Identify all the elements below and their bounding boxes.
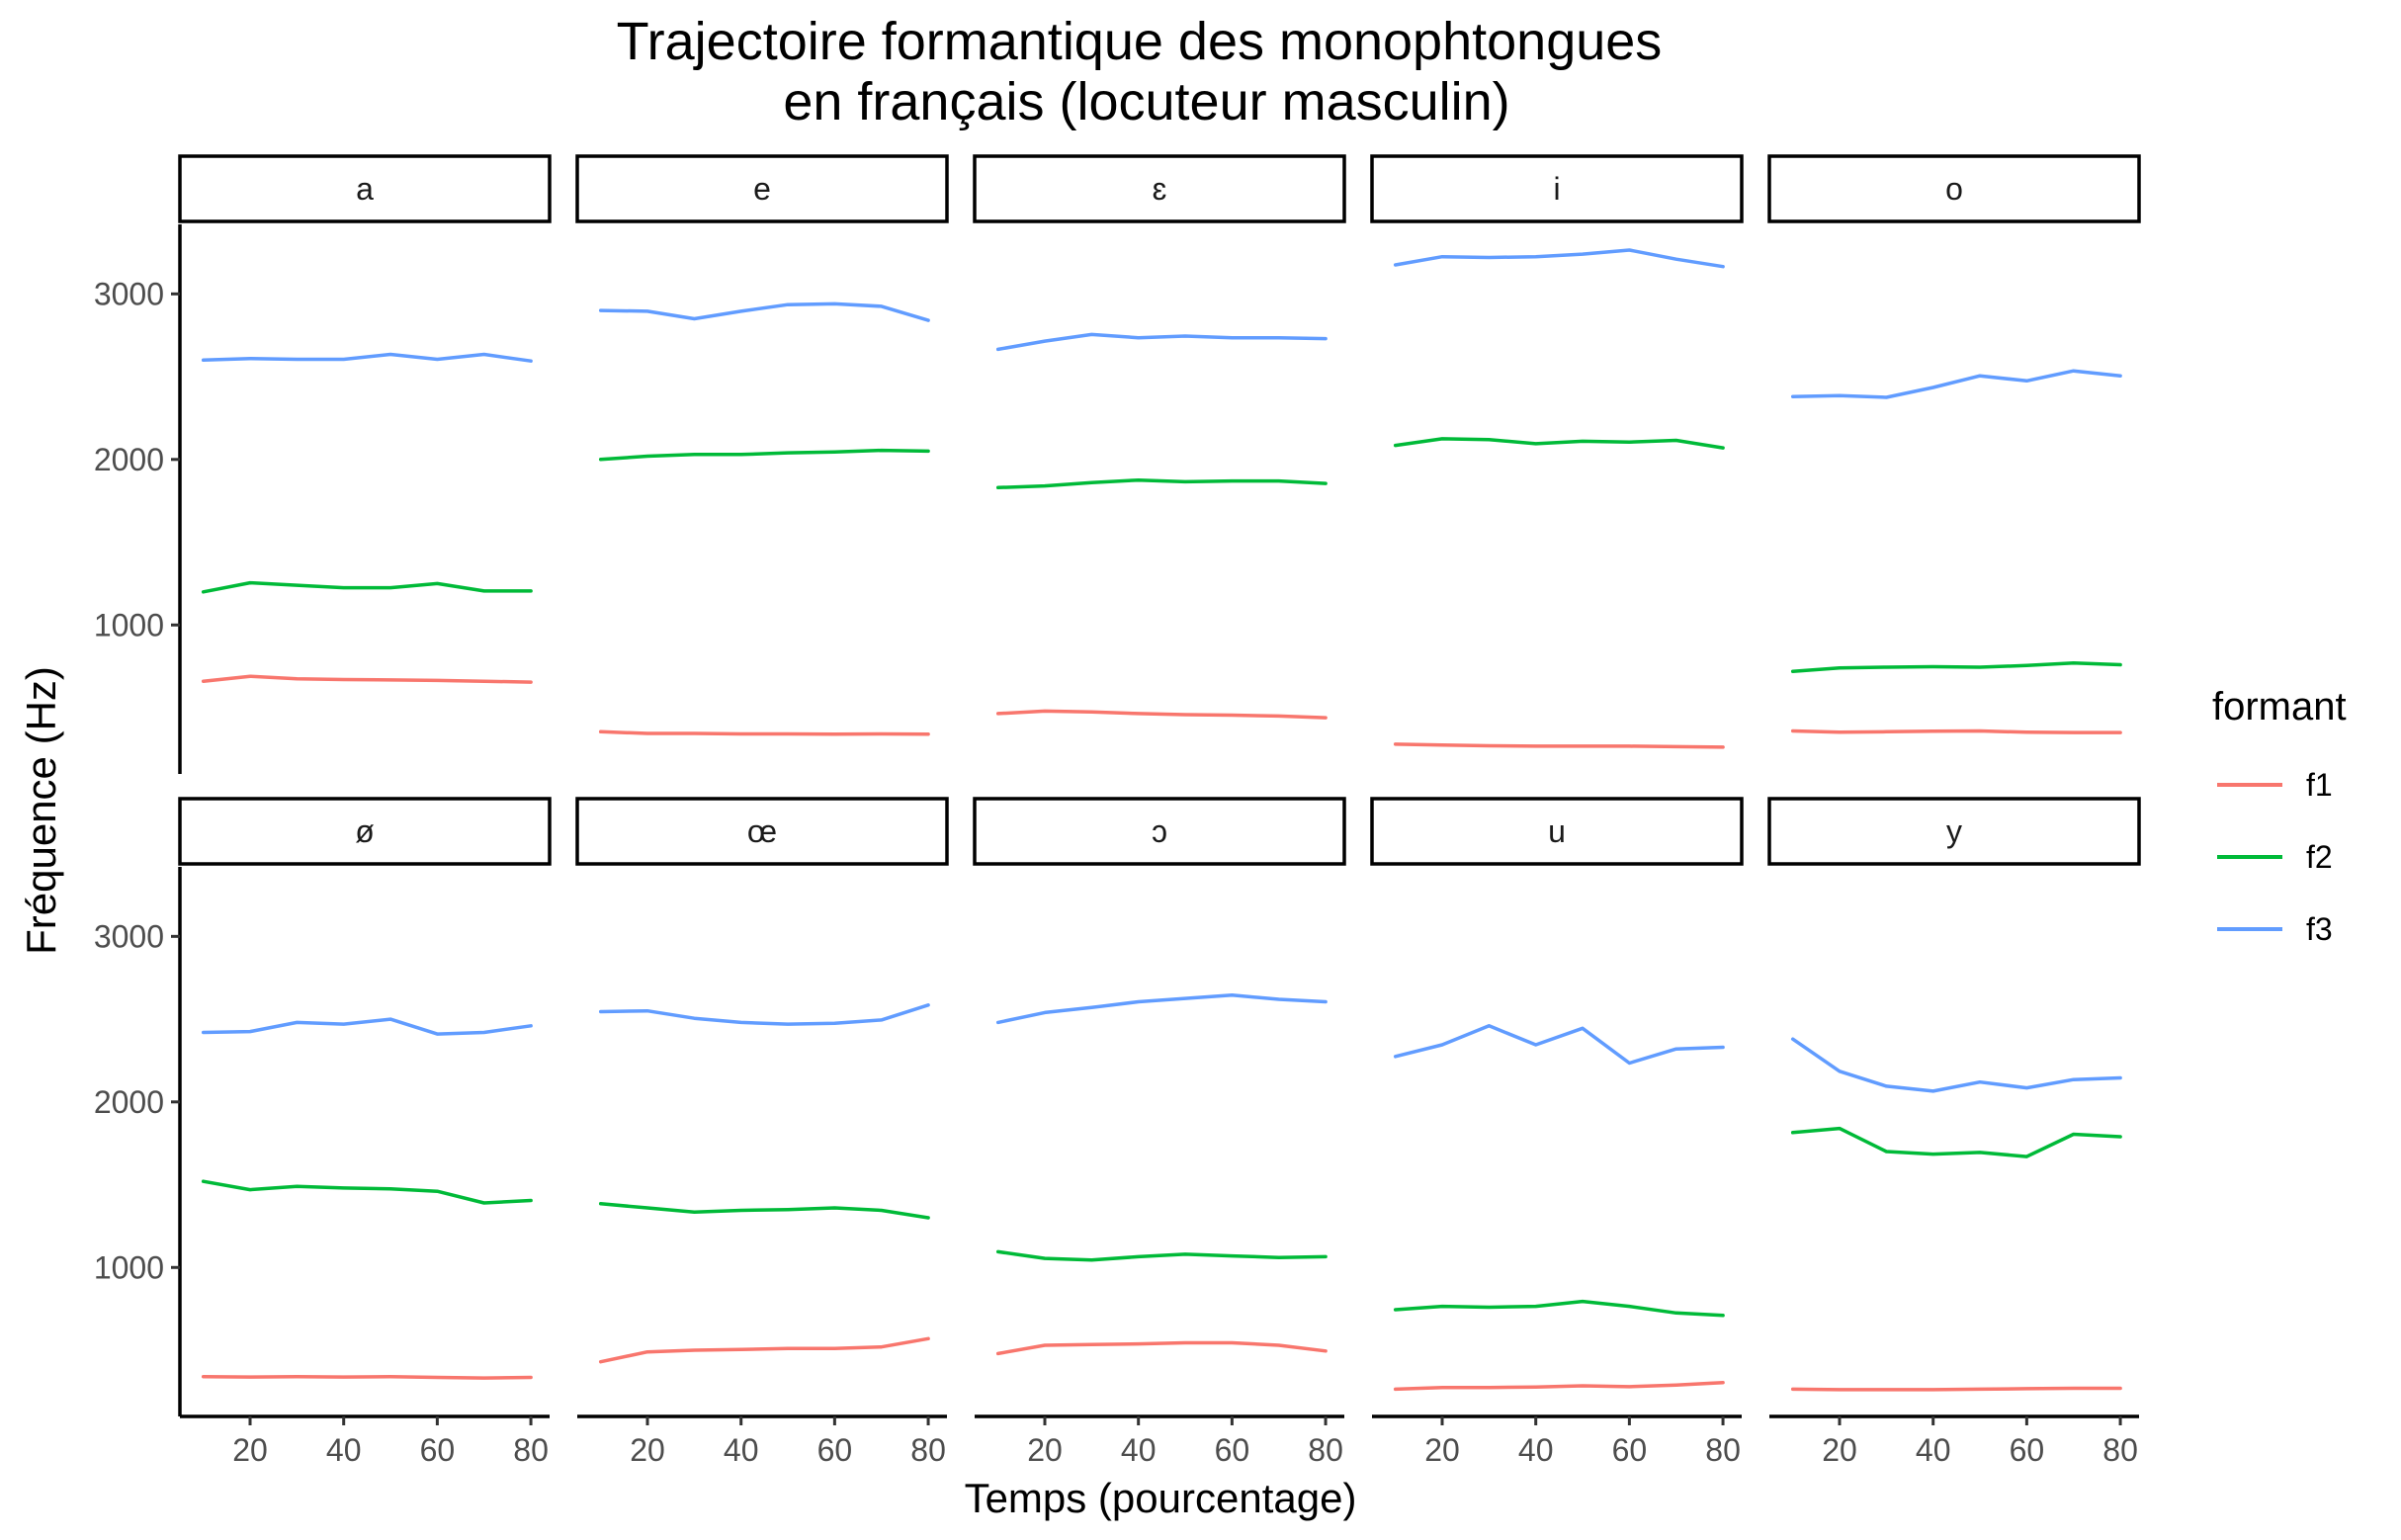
facet-strip [178,154,552,223]
facet-strip [1370,154,1744,223]
line-f3 [995,993,1328,1025]
y-tick-label: 3000 [94,276,164,311]
x-tick-label: 80 [2102,1432,2138,1468]
legend-label-f3: f3 [2306,911,2333,947]
line-f1 [201,1375,533,1380]
facet-strip [973,797,1346,866]
facet-panel-8: u 20 40 60 80 [1370,797,1744,1468]
line-f2 [1790,1126,2122,1158]
facet-panel-2: ɛ [973,154,1346,720]
x-tick-label: 80 [910,1432,946,1468]
facet-panel-6: œ 20 40 60 80 [575,797,949,1468]
facet-label: ø [355,813,375,849]
line-f3 [1790,369,2122,399]
y-tick-label: 1000 [94,607,164,642]
y-tick-label: 2000 [94,442,164,477]
line-f1 [995,1340,1328,1356]
x-tick-label: 60 [1215,1432,1250,1468]
x-tick-label: 60 [2010,1432,2045,1468]
y-tick-label: 3000 [94,918,164,954]
facet-panel-3: i [1370,154,1744,749]
line-f3 [598,301,930,322]
x-tick-label: 20 [1027,1432,1063,1468]
facet-label: y [1946,813,1962,849]
line-f2 [201,1179,533,1205]
chart-title-line-1: Trajectoire formantique des monophtongue… [617,12,1663,71]
facet-strip [1767,797,2141,866]
facet-label: a [356,171,374,207]
line-f1 [1393,742,1725,749]
legend: formant f1 f2 f3 [2212,685,2347,947]
line-f2 [598,448,930,462]
line-f1 [1790,728,2122,734]
facet-panel-0: a 1000 2000 3000 [94,154,552,774]
chart-title: Trajectoire formantique des monophtongue… [617,12,1677,131]
facet-label: e [753,171,771,207]
line-f3 [1393,1024,1725,1066]
x-tick-label: 20 [1424,1432,1460,1468]
x-tick-label: 40 [1916,1432,1951,1468]
x-tick-label: 40 [724,1432,759,1468]
x-tick-label: 40 [1518,1432,1554,1468]
line-f1 [1790,1386,2122,1392]
line-f2 [1393,437,1725,450]
x-tick-label: 20 [1822,1432,1857,1468]
x-tick-label: 80 [1705,1432,1741,1468]
facet-strip [973,154,1346,223]
line-f3 [1790,1037,2122,1093]
line-f1 [598,729,930,736]
facet-strip [178,797,552,866]
line-f3 [995,332,1328,352]
x-tick-label: 60 [420,1432,456,1468]
line-f2 [995,477,1328,490]
line-f3 [201,352,533,363]
line-f1 [1393,1380,1725,1392]
line-f2 [1393,1299,1725,1318]
line-f3 [598,1003,930,1026]
x-tick-label: 80 [1308,1432,1343,1468]
facet-panel-9: y 20 40 60 80 [1767,797,2141,1468]
facet-strip [575,154,949,223]
line-f2 [995,1249,1328,1262]
x-tick-label: 80 [513,1432,549,1468]
line-f2 [201,580,533,594]
y-axis-title: Fréquence (Hz) [18,666,64,955]
chart-title-line-2: en français (locuteur masculin) [783,72,1509,131]
legend-title: formant [2212,685,2347,728]
legend-label-f1: f1 [2306,767,2333,803]
line-f1 [995,709,1328,720]
line-f1 [201,674,533,684]
facet-panel-1: e [575,154,949,736]
legend-label-f2: f2 [2306,839,2333,875]
facet-label: ɔ [1152,813,1167,849]
facet-strip [1767,154,2141,223]
x-tick-label: 60 [817,1432,853,1468]
x-tick-label: 40 [326,1432,362,1468]
line-f2 [1790,661,2122,673]
facet-strip [1370,797,1744,866]
facet-label: o [1945,171,1963,207]
x-tick-label: 40 [1121,1432,1157,1468]
y-tick-label: 2000 [94,1084,164,1120]
line-f2 [598,1202,930,1220]
x-tick-label: 20 [630,1432,665,1468]
facet-label: u [1548,813,1566,849]
x-tick-label: 20 [232,1432,268,1468]
facet-panel-7: ɔ 20 40 60 80 [973,797,1346,1468]
x-tick-label: 60 [1612,1432,1648,1468]
x-axis-title: Temps (pourcentage) [965,1475,1357,1521]
facet-strip [575,797,949,866]
line-f3 [201,1017,533,1036]
line-f1 [598,1336,930,1364]
line-f3 [1393,248,1725,269]
facet-label: œ [747,813,777,849]
y-tick-label: 1000 [94,1249,164,1285]
facet-panel-4: o [1767,154,2141,734]
facet-panels: a 1000 2000 3000 e ɛ i o ø 1000 2000 3000 20 40 60 80 œ 2… [94,154,2141,1468]
facet-label: i [1553,171,1560,207]
facet-panel-5: ø 1000 2000 3000 20 40 60 80 [94,797,552,1468]
facet-label: ɛ [1153,171,1167,207]
